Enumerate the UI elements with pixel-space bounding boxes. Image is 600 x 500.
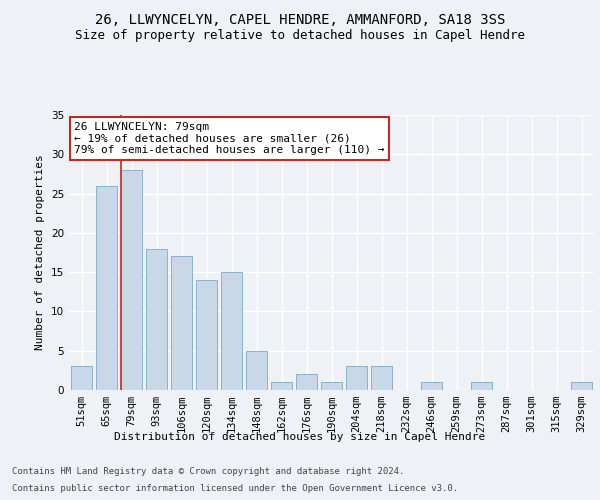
Bar [371,366,392,390]
Text: Distribution of detached houses by size in Capel Hendre: Distribution of detached houses by size … [115,432,485,442]
Text: Contains HM Land Registry data © Crown copyright and database right 2024.: Contains HM Land Registry data © Crown c… [12,468,404,476]
Bar [171,256,192,390]
Bar [571,382,592,390]
Bar [471,382,492,390]
Bar [71,366,92,390]
Bar [421,382,442,390]
Text: 26, LLWYNCELYN, CAPEL HENDRE, AMMANFORD, SA18 3SS: 26, LLWYNCELYN, CAPEL HENDRE, AMMANFORD,… [95,12,505,26]
Bar [246,350,267,390]
Bar [221,272,242,390]
Text: Contains public sector information licensed under the Open Government Licence v3: Contains public sector information licen… [12,484,458,493]
Bar [271,382,292,390]
Y-axis label: Number of detached properties: Number of detached properties [35,154,46,350]
Bar [96,186,117,390]
Bar [296,374,317,390]
Bar [346,366,367,390]
Bar [321,382,342,390]
Text: 26 LLWYNCELYN: 79sqm
← 19% of detached houses are smaller (26)
79% of semi-detac: 26 LLWYNCELYN: 79sqm ← 19% of detached h… [74,122,385,155]
Bar [121,170,142,390]
Bar [146,248,167,390]
Text: Size of property relative to detached houses in Capel Hendre: Size of property relative to detached ho… [75,29,525,42]
Bar [196,280,217,390]
